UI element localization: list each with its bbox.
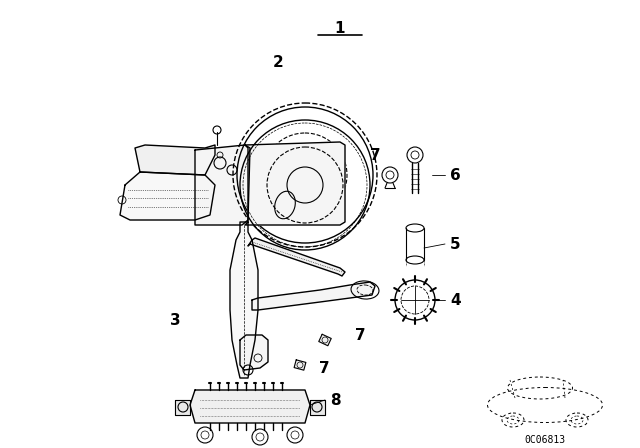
Polygon shape bbox=[120, 172, 215, 220]
Text: 6: 6 bbox=[450, 168, 461, 182]
Polygon shape bbox=[195, 145, 250, 225]
Text: 5: 5 bbox=[450, 237, 461, 251]
Polygon shape bbox=[240, 335, 268, 370]
Text: 7: 7 bbox=[319, 361, 330, 375]
Text: 1: 1 bbox=[335, 21, 345, 35]
Text: 3: 3 bbox=[170, 313, 180, 327]
Text: 4: 4 bbox=[450, 293, 461, 307]
Text: 0C06813: 0C06813 bbox=[524, 435, 566, 445]
Text: 8: 8 bbox=[330, 392, 340, 408]
Text: 7: 7 bbox=[355, 327, 365, 343]
Polygon shape bbox=[190, 390, 310, 423]
Polygon shape bbox=[135, 145, 215, 175]
Polygon shape bbox=[252, 282, 375, 310]
Polygon shape bbox=[245, 142, 345, 225]
Polygon shape bbox=[319, 334, 332, 346]
Text: 7: 7 bbox=[370, 147, 380, 163]
Polygon shape bbox=[310, 400, 325, 415]
Polygon shape bbox=[248, 238, 345, 276]
Text: 2: 2 bbox=[273, 55, 284, 69]
Polygon shape bbox=[175, 400, 190, 415]
Polygon shape bbox=[230, 222, 258, 378]
Polygon shape bbox=[294, 360, 306, 370]
